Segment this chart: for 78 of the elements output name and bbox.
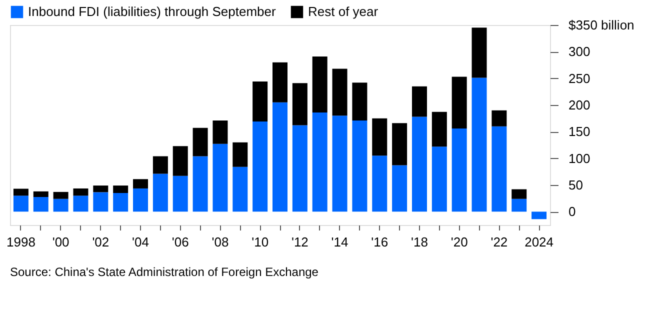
bar [372,156,388,212]
bar [53,198,68,212]
bar [512,189,527,199]
bar [113,193,128,212]
bar [13,188,28,196]
bar [412,116,427,212]
x-tick-label: 1998 [6,234,36,250]
bar [472,78,487,212]
bar [492,126,507,212]
bar [53,192,68,199]
bar [352,82,368,120]
bar [33,191,48,197]
x-tick-label: '04 [132,234,149,250]
y-tick-label: 250 [568,70,590,86]
bar [272,62,288,102]
x-tick-label: '12 [291,234,308,250]
x-tick-label: '00 [52,234,70,250]
bar [452,76,467,128]
bar [232,166,248,212]
bar [392,123,408,166]
x-tick-label: '14 [331,234,348,250]
bar [33,197,48,212]
x-tick-label: '02 [92,234,110,250]
bar [352,120,368,212]
bar [93,186,108,192]
legend-label: Inbound FDI (liabilities) through September [28,4,277,19]
y-tick-label: 50 [568,178,583,192]
bar [532,212,547,220]
bar [512,198,527,212]
bar [133,188,148,212]
y-tick-label: $350 billion [568,18,634,32]
bar [252,122,268,212]
x-tick-label: 2024 [524,234,554,250]
x-tick-label: '18 [411,234,428,250]
x-tick-label: '08 [212,234,229,250]
y-tick-label: 150 [568,124,590,140]
bar [93,192,108,212]
bar [492,110,507,126]
bar [292,83,308,126]
bar [113,186,128,193]
x-tick-label: '10 [252,234,269,250]
bar [332,68,348,116]
bar [212,120,228,144]
bar [452,128,467,212]
bar [432,112,447,147]
bar [372,118,388,156]
legend-label: Rest of year [308,4,379,19]
bar [192,128,208,156]
bar [192,156,208,212]
bar [73,196,88,212]
bar [172,176,188,212]
bar [292,125,308,212]
x-tick-label: '20 [450,234,468,250]
bar [232,142,248,167]
bar [412,86,427,117]
bar [13,196,28,212]
bar [472,28,487,78]
bar [152,174,168,212]
bar [172,146,188,176]
y-tick-label: 100 [568,150,590,166]
bar [212,144,228,212]
source-note: Source: China's State Administration of Foreign Exchange [10,265,319,279]
bar [392,165,408,212]
x-tick-label: '22 [490,234,508,250]
x-tick-label: '16 [371,234,388,250]
bar [133,179,148,188]
y-tick-label: 300 [568,44,590,60]
x-tick-label: '06 [172,234,189,250]
y-tick-label: 200 [568,98,590,112]
bar [432,146,447,212]
bar [312,112,328,212]
bar [272,102,288,212]
bar [332,116,348,212]
bar [312,56,328,112]
bar [252,82,268,122]
bar [152,156,168,174]
bar [73,188,88,196]
y-tick-label: 0 [568,204,576,220]
